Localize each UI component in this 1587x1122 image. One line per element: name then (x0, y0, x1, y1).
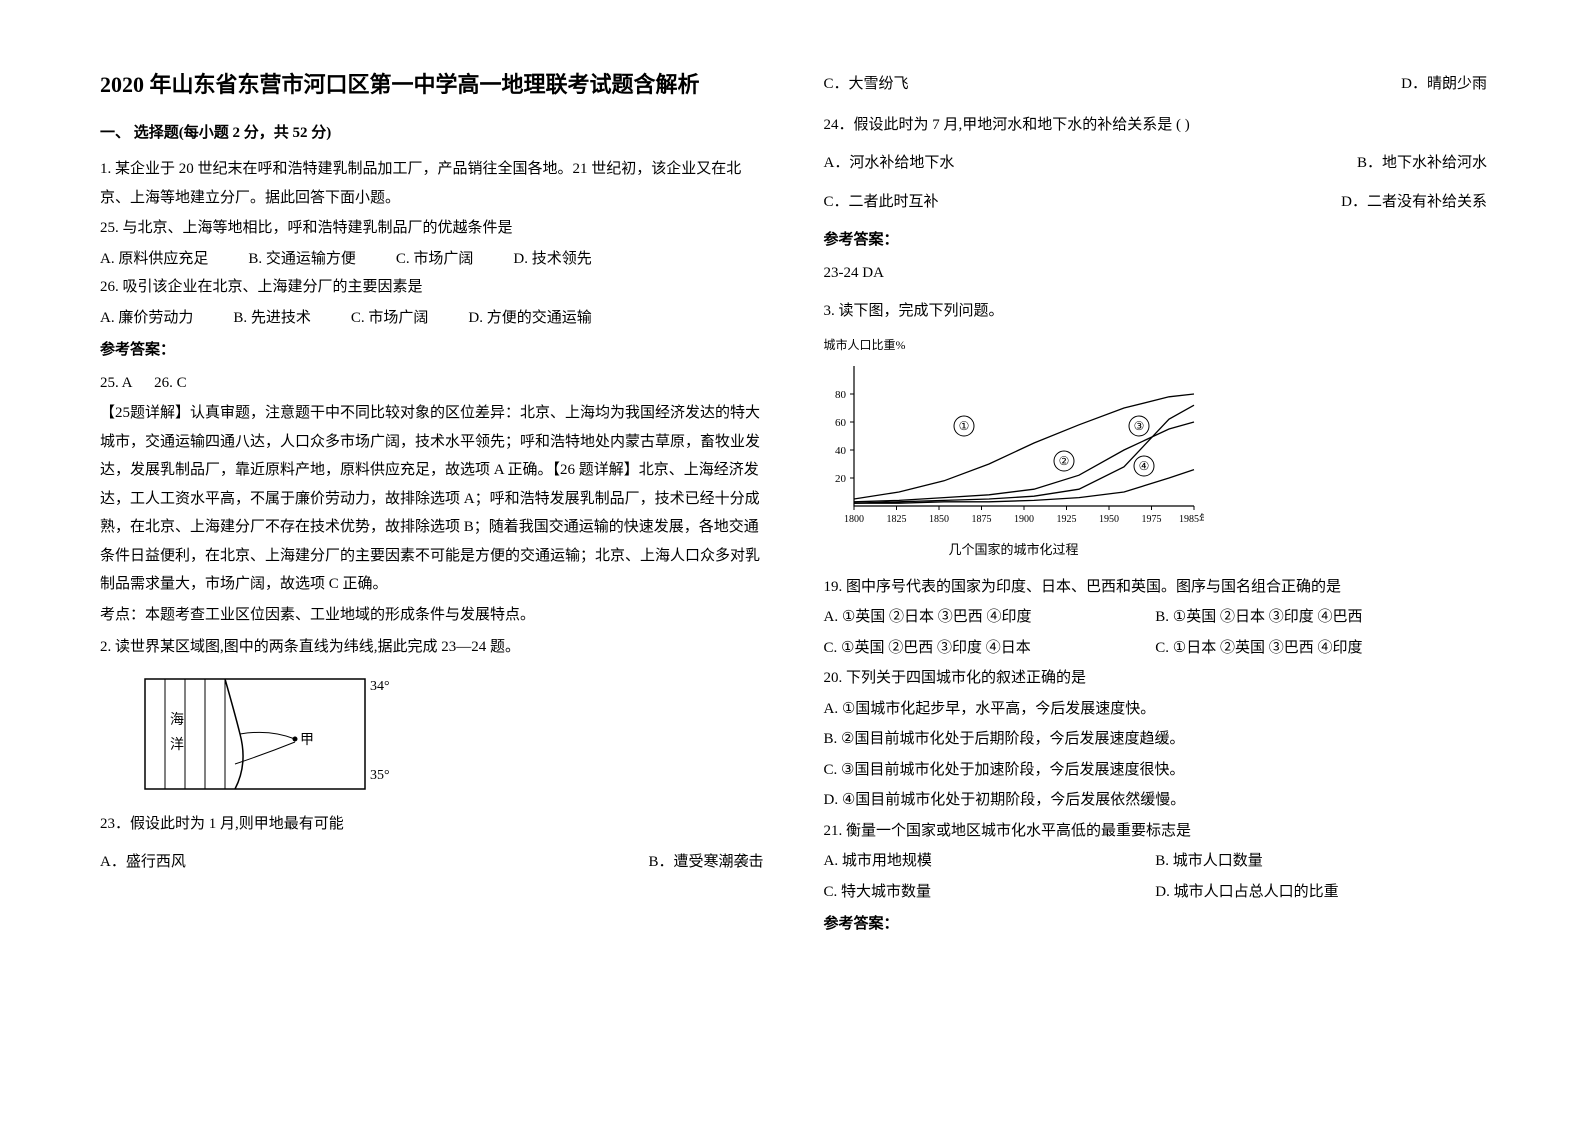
q25-opt-d: D. 技术领先 (513, 245, 591, 274)
q24-opt-c: C．二者此时互补 (824, 188, 1156, 217)
q24-opt-a: A．河水补给地下水 (824, 149, 1156, 178)
q21-opt-a: A. 城市用地规模 (824, 847, 1156, 876)
q25-stem: 25. 与北京、上海等地相比，呼和浩特建乳制品厂的优越条件是 (100, 214, 764, 243)
chart-caption: 几个国家的城市化过程 (824, 538, 1204, 563)
answer-label-3: 参考答案： (824, 910, 1488, 939)
q2-answer: 23-24 DA (824, 259, 1488, 288)
q20-opt-b: B. ②国目前城市化处于后期阶段，今后发展速度趋缓。 (824, 725, 1488, 754)
q21-row1: A. 城市用地规模 B. 城市人口数量 (824, 847, 1488, 876)
q23-opt-a: A．盛行西风 (100, 848, 432, 877)
q21-row2: C. 特大城市数量 D. 城市人口占总人口的比重 (824, 878, 1488, 907)
q3-intro: 3. 读下图，完成下列问题。 (824, 297, 1488, 326)
svg-text:1825: 1825 (886, 514, 906, 525)
lat-top: 34° (370, 679, 390, 694)
q25-opt-b: B. 交通运输方便 (248, 245, 356, 274)
q25-opt-a: A. 原料供应充足 (100, 245, 208, 274)
q24-row2: C．二者此时互补 D．二者没有补给关系 (824, 188, 1488, 217)
lat-bottom: 35° (370, 768, 390, 783)
q26-stem: 26. 吸引该企业在北京、上海建分厂的主要因素是 (100, 273, 764, 302)
q24-stem: 24．假设此时为 7 月,甲地河水和地下水的补给关系是 ( ) (824, 111, 1488, 140)
q26-opt-c: C. 市场广阔 (351, 304, 429, 333)
q19-row2: C. ①英国 ②巴西 ③印度 ④日本 C. ①日本 ②英国 ③巴西 ④印度 (824, 634, 1488, 663)
q26-opt-a: A. 廉价劳动力 (100, 304, 193, 333)
q1-answer: 25. A 26. C (100, 369, 764, 398)
diagram-ocean-label-1: 海 (170, 712, 184, 728)
q2-intro: 2. 读世界某区域图,图中的两条直线为纬线,据此完成 23—24 题。 (100, 633, 764, 662)
q23-row2: C．大雪纷飞 D．晴朗少雨 (824, 70, 1488, 99)
q1-explanation: 【25题详解】认真审题，注意题干中不同比较对象的区位差异：北京、上海均为我国经济… (100, 399, 764, 599)
q21-opt-b: B. 城市人口数量 (1155, 847, 1487, 876)
q23-opt-c: C．大雪纷飞 (824, 70, 1156, 99)
svg-text:③: ③ (1133, 419, 1144, 433)
q24-opt-d: D．二者没有补给关系 (1155, 188, 1487, 217)
svg-text:1985年: 1985年 (1179, 512, 1204, 525)
svg-text:40: 40 (835, 445, 847, 457)
q20-opt-a: A. ①国城市化起步早，水平高，今后发展速度快。 (824, 695, 1488, 724)
q23-opt-b: B．遭受寒潮袭击 (432, 848, 764, 877)
svg-text:1875: 1875 (971, 514, 991, 525)
q1-intro: 1. 某企业于 20 世纪末在呼和浩特建乳制品加工厂，产品销往全国各地。21 世… (100, 155, 764, 212)
left-column: 2020 年山东省东营市河口区第一中学高一地理联考试题含解析 一、 选择题(每小… (100, 70, 794, 1082)
q23-stem: 23．假设此时为 1 月,则甲地最有可能 (100, 810, 764, 839)
q20-opt-d: D. ④国目前城市化处于初期阶段，今后发展依然缓慢。 (824, 786, 1488, 815)
q1-kaodian: 考点：本题考查工业区位因素、工业地域的形成条件与发展特点。 (100, 601, 764, 630)
q19-stem: 19. 图中序号代表的国家为印度、日本、巴西和英国。图序与国名组合正确的是 (824, 573, 1488, 602)
chart-ylabel: 城市人口比重% (824, 334, 1204, 357)
q26-opt-d: D. 方便的交通运输 (468, 304, 591, 333)
q24-opt-b: B．地下水补给河水 (1155, 149, 1487, 178)
q26-opt-b: B. 先进技术 (233, 304, 311, 333)
svg-text:1800: 1800 (844, 514, 864, 525)
svg-text:1900: 1900 (1014, 514, 1034, 525)
diagram-point-label: 甲 (300, 733, 314, 748)
q21-stem: 21. 衡量一个国家或地区城市化水平高低的最重要标志是 (824, 817, 1488, 846)
answer-label-1: 参考答案： (100, 336, 764, 365)
q19-opt-d: C. ①日本 ②英国 ③巴西 ④印度 (1155, 634, 1487, 663)
q23-opt-d: D．晴朗少雨 (1155, 70, 1487, 99)
q21-opt-c: C. 特大城市数量 (824, 878, 1156, 907)
urbanization-chart: 城市人口比重% 20 40 60 80 1800 1825 1850 1875 1900 1925… (824, 334, 1204, 563)
q20-stem: 20. 下列关于四国城市化的叙述正确的是 (824, 664, 1488, 693)
q21-opt-d: D. 城市人口占总人口的比重 (1155, 878, 1487, 907)
q19-row1: A. ①英国 ②日本 ③巴西 ④印度 B. ①英国 ②日本 ③印度 ④巴西 (824, 603, 1488, 632)
exam-title: 2020 年山东省东营市河口区第一中学高一地理联考试题含解析 (100, 70, 764, 101)
svg-text:1950: 1950 (1099, 514, 1119, 525)
svg-text:②: ② (1058, 454, 1069, 468)
svg-text:1925: 1925 (1056, 514, 1076, 525)
region-diagram: 甲 海 洋 34° 35° (140, 674, 400, 794)
q19-opt-c: C. ①英国 ②巴西 ③印度 ④日本 (824, 634, 1156, 663)
q20-opt-c: C. ③国目前城市化处于加速阶段，今后发展速度很快。 (824, 756, 1488, 785)
q23-row1: A．盛行西风 B．遭受寒潮袭击 (100, 848, 764, 877)
svg-text:①: ① (958, 419, 969, 433)
svg-text:④: ④ (1138, 459, 1149, 473)
q24-row1: A．河水补给地下水 B．地下水补给河水 (824, 149, 1488, 178)
diagram-ocean-label-2: 洋 (170, 737, 184, 753)
q19-opt-b: B. ①英国 ②日本 ③印度 ④巴西 (1155, 603, 1487, 632)
right-column: C．大雪纷飞 D．晴朗少雨 24．假设此时为 7 月,甲地河水和地下水的补给关系… (794, 70, 1488, 1082)
section-1-header: 一、 选择题(每小题 2 分，共 52 分) (100, 119, 764, 148)
q26-options: A. 廉价劳动力 B. 先进技术 C. 市场广阔 D. 方便的交通运输 (100, 304, 764, 333)
q19-opt-a: A. ①英国 ②日本 ③巴西 ④印度 (824, 603, 1156, 632)
svg-text:1975: 1975 (1141, 514, 1161, 525)
answer-label-2: 参考答案： (824, 226, 1488, 255)
q25-options: A. 原料供应充足 B. 交通运输方便 C. 市场广阔 D. 技术领先 (100, 245, 764, 274)
svg-text:20: 20 (835, 473, 847, 485)
svg-text:1850: 1850 (929, 514, 949, 525)
q25-opt-c: C. 市场广阔 (396, 245, 474, 274)
svg-text:60: 60 (835, 417, 847, 429)
svg-text:80: 80 (835, 389, 847, 401)
